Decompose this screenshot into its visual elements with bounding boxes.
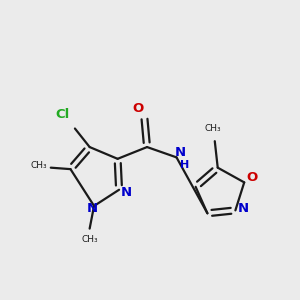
Text: CH₃: CH₃ bbox=[205, 124, 222, 133]
Text: CH₃: CH₃ bbox=[31, 161, 47, 170]
Text: N: N bbox=[121, 186, 132, 199]
Text: O: O bbox=[132, 102, 143, 115]
Text: N: N bbox=[175, 146, 186, 159]
Text: Cl: Cl bbox=[55, 108, 69, 121]
Text: CH₃: CH₃ bbox=[81, 235, 98, 244]
Text: N: N bbox=[238, 202, 249, 215]
Text: O: O bbox=[246, 171, 257, 184]
Text: N: N bbox=[87, 202, 98, 215]
Text: H: H bbox=[180, 160, 189, 170]
